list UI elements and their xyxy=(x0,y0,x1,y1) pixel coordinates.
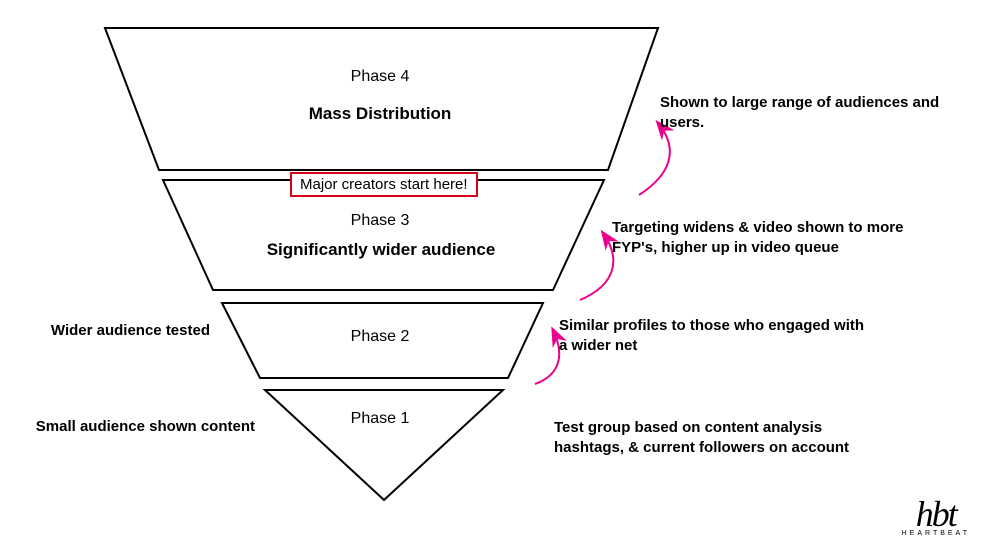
phase1-left-note: Small audience shown content xyxy=(15,418,255,435)
flow-arrow-2 xyxy=(580,233,613,300)
phase3-right-note: Targeting widens & video shown to more F… xyxy=(612,218,922,259)
diagram-canvas: { "type": "funnel-diagram", "background_… xyxy=(0,0,982,545)
logo-script: hbt xyxy=(902,498,970,530)
phase4-label: Phase 4 xyxy=(300,68,460,86)
flow-arrow-3 xyxy=(535,330,559,384)
major-creators-callout: Major creators start here! xyxy=(290,172,478,197)
phase4-right-note: Shown to large range of audiences and us… xyxy=(660,93,970,134)
phase1-right-note: Test group based on content analysis has… xyxy=(554,418,864,459)
phase1-shape xyxy=(265,390,503,500)
funnel-svg xyxy=(0,0,982,545)
phase2-right-note: Similar profiles to those who engaged wi… xyxy=(559,316,869,357)
phase2-left-note: Wider audience tested xyxy=(25,322,210,339)
logo-subtext: HEARTBEAT xyxy=(902,531,970,537)
phase3-label: Phase 3 xyxy=(300,212,460,230)
phase2-label: Phase 2 xyxy=(300,328,460,346)
flow-arrow-1 xyxy=(639,123,670,195)
phase4-title: Mass Distribution xyxy=(300,104,460,124)
phase3-title: Significantly wider audience xyxy=(256,240,506,260)
phase4-shape xyxy=(105,28,658,170)
heartbeat-logo: hbt HEARTBEAT xyxy=(902,498,970,537)
phase1-label: Phase 1 xyxy=(300,410,460,428)
